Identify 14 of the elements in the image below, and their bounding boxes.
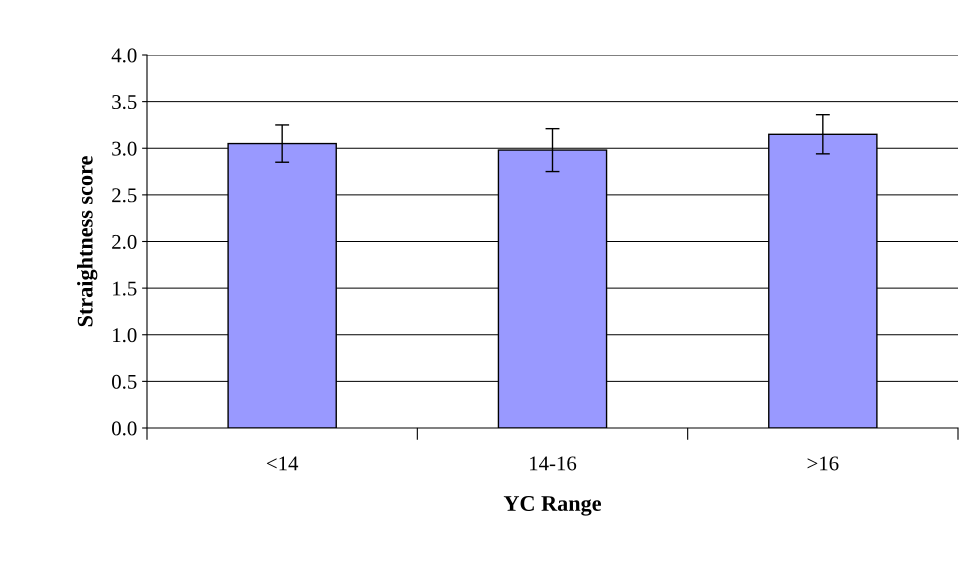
- y-tick-label: 1.5: [113, 282, 136, 296]
- y-tick-label: 0.0: [112, 421, 136, 436]
- y-tick-label: 1.0: [113, 328, 136, 342]
- x-tick-label: <14: [266, 456, 298, 470]
- y-tick-label: 2.5: [112, 188, 136, 202]
- y-tick-label: 3.5: [112, 95, 136, 110]
- y-axis-title: Straightness score: [77, 156, 98, 326]
- x-axis-title: YC Range: [504, 496, 601, 516]
- x-tick-label: 14-16: [530, 456, 576, 470]
- y-tick-label: 2.0: [112, 234, 136, 250]
- x-tick-label: >16: [808, 456, 839, 470]
- y-tick-label: 0.5: [112, 374, 136, 389]
- y-tick-label: 4.0: [112, 48, 136, 63]
- y-tick-label: 3.0: [112, 142, 136, 156]
